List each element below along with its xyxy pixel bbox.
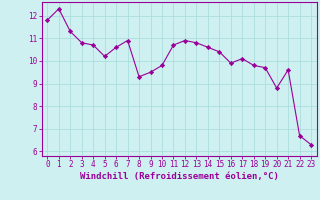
- X-axis label: Windchill (Refroidissement éolien,°C): Windchill (Refroidissement éolien,°C): [80, 172, 279, 181]
